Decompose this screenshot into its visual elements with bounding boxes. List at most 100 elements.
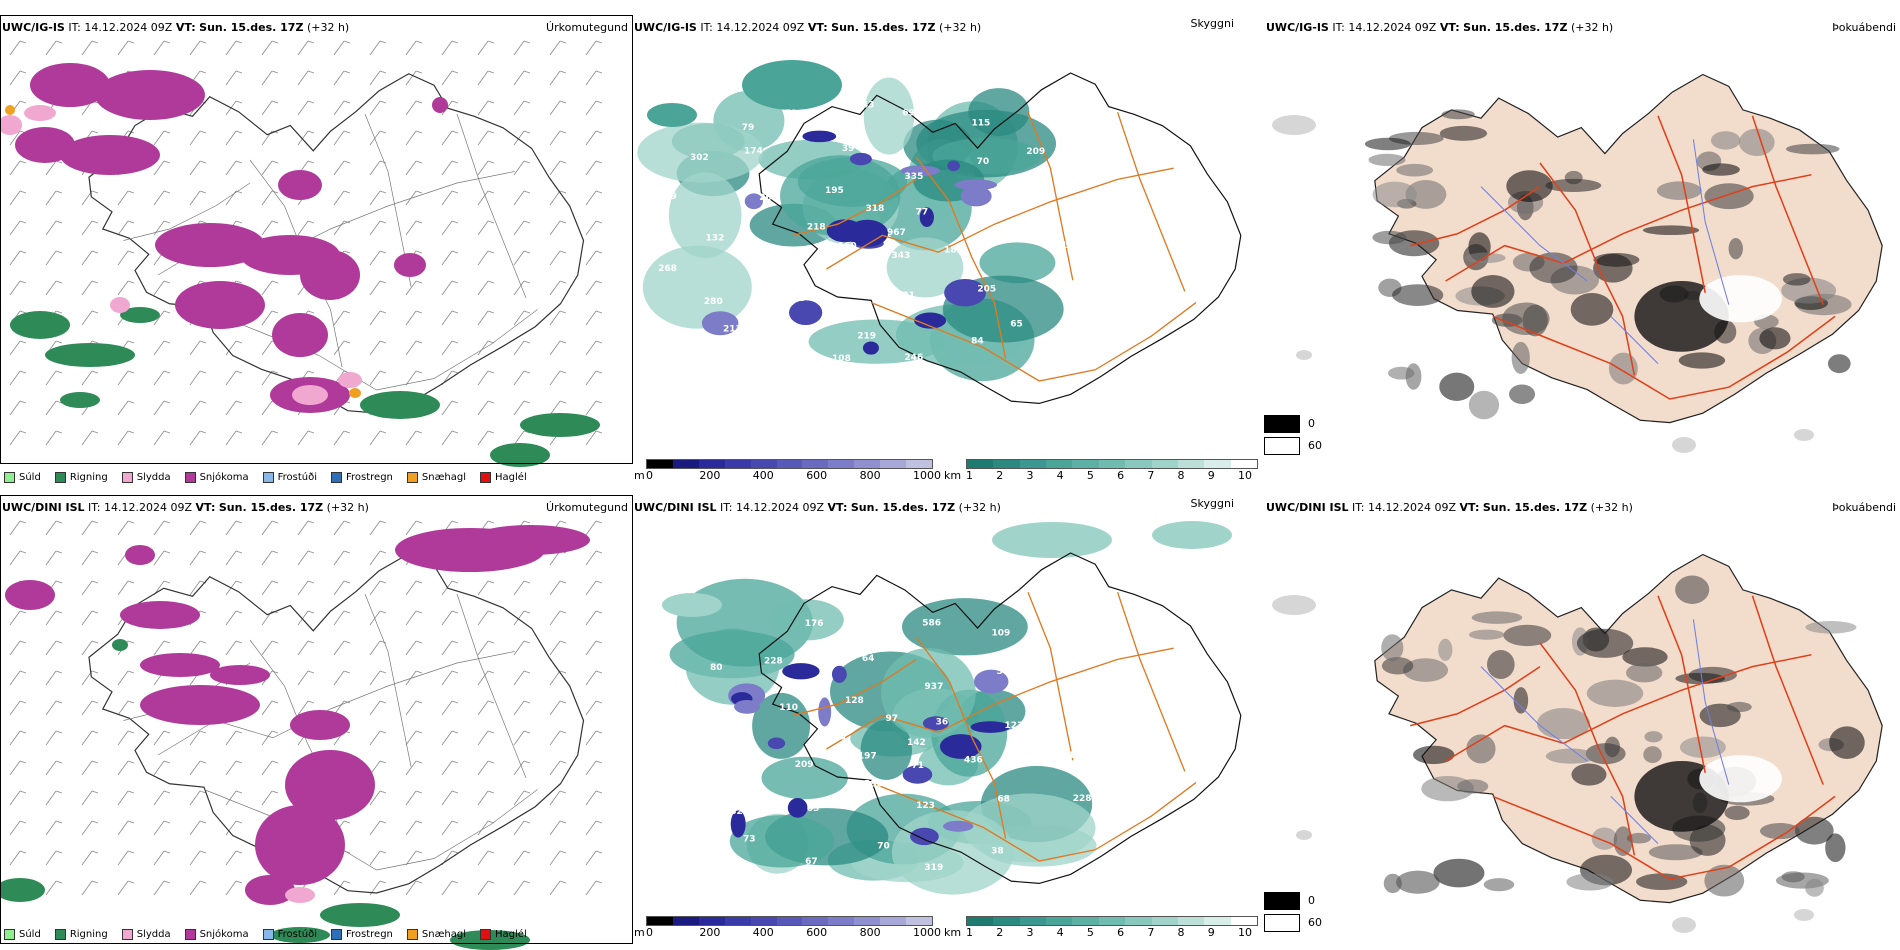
wind-barb-flag: [55, 580, 63, 584]
wind-barb: [585, 40, 597, 56]
fog-index-area: [1827, 354, 1851, 374]
wind-barb-flag: [595, 220, 603, 224]
wind-barb: [153, 520, 165, 536]
ceiling-value-label: 123: [1004, 721, 1023, 731]
colorbar-step: [1046, 917, 1073, 925]
ceiling-value-label: 69: [902, 108, 915, 118]
wind-barb-flag: [271, 40, 279, 44]
panel-header: UWC/IG-IS IT: 14.12.2024 09Z VT: Sun. 15…: [1266, 21, 1614, 34]
colorbar-unit: m: [634, 926, 645, 939]
wind-barb: [513, 820, 525, 836]
wind-barb-flag: [451, 310, 459, 314]
fog-index-area: [1395, 870, 1440, 894]
colorbar-step: [1177, 917, 1205, 925]
wind-barb: [9, 340, 21, 356]
wind-barb: [117, 400, 129, 416]
low-ceiling-area: [789, 300, 823, 326]
wind-barb-flag: [559, 760, 567, 764]
wind-barb: [45, 520, 57, 536]
fog-index-area: [1636, 873, 1688, 891]
ceiling-value-label: 108: [832, 354, 851, 364]
wind-barb-flag: [307, 550, 315, 554]
fog-legend-swatch-60: [1264, 437, 1300, 455]
colorbar-unit: m: [634, 469, 645, 482]
wind-barb: [585, 520, 597, 536]
ceiling-value-label: 245: [787, 294, 806, 304]
wind-barb-flag: [307, 370, 315, 374]
wind-barb: [585, 310, 597, 326]
wind-barb-flag: [91, 670, 99, 674]
fog-index-area: [1591, 827, 1618, 850]
visibility-map-bottom: 142 197 97 71 188 36 586 128 436 209 937 123 110 123 6…: [662, 521, 1242, 895]
wind-barb: [45, 280, 57, 296]
wind-barb: [405, 310, 417, 326]
low-ceiling-area: [902, 765, 933, 784]
wind-barb-flag: [379, 640, 387, 644]
fog-index-area: [1704, 183, 1754, 210]
low-ceiling-area: [970, 721, 1010, 733]
wind-barb-flag: [127, 190, 135, 194]
wind-barb-flag: [559, 400, 567, 404]
wind-barb: [549, 310, 561, 326]
road-line: [1410, 665, 1541, 727]
legend-label: Frostúði: [277, 929, 317, 940]
legend-label: Slydda: [136, 929, 171, 940]
wind-barb: [369, 190, 381, 206]
wind-barb-flag: [487, 880, 495, 884]
wind-barb: [117, 220, 129, 236]
wind-barb: [333, 430, 345, 446]
wind-barb: [45, 730, 57, 746]
road-line: [203, 789, 538, 871]
wind-barb-flag: [91, 700, 99, 704]
wind-barb: [441, 640, 453, 656]
wind-barb: [9, 130, 21, 146]
wind-barb: [333, 670, 345, 686]
wind-barb: [405, 760, 417, 776]
wind-barb: [441, 760, 453, 776]
ceiling-value-label: 39: [842, 144, 855, 154]
ceiling-value-label: 84: [971, 336, 984, 346]
wind-barb-flag: [91, 760, 99, 764]
road-line: [1116, 591, 1186, 772]
wind-barb-flag: [559, 700, 567, 704]
colorbar-step: [672, 460, 700, 468]
colorbar-step: [1072, 460, 1100, 468]
wind-barb-flag: [559, 370, 567, 374]
sleet-area: [338, 372, 362, 388]
wind-barb: [117, 370, 129, 386]
wind-barb: [549, 250, 561, 266]
fog-index-area: [1571, 763, 1607, 786]
wind-barb: [9, 730, 21, 746]
wind-barb: [369, 820, 381, 836]
wind-barb-flag: [595, 70, 603, 74]
fog-index-area: [1622, 647, 1668, 667]
fog-index-area: [1402, 658, 1449, 682]
wind-barb-flag: [235, 400, 243, 404]
visibility-panel-bottom: 142 197 97 71 188 36 586 128 436 209 937 123 110 123 6…: [632, 495, 1264, 950]
wind-barb: [513, 190, 525, 206]
wind-barb-flag: [163, 550, 171, 554]
wind-barb-flag: [91, 610, 99, 614]
wind-barb-flag: [487, 430, 495, 434]
wind-barb-flag: [307, 700, 315, 704]
legend-label: Súld: [19, 472, 41, 483]
wind-barb-flag: [91, 640, 99, 644]
wind-barb: [261, 700, 273, 716]
fog-index-area: [1829, 726, 1865, 759]
wind-barb-flag: [55, 730, 63, 734]
wind-barb: [369, 700, 381, 716]
fog-index-area: [1272, 115, 1316, 135]
wind-barb: [81, 610, 93, 626]
wind-barb: [585, 640, 597, 656]
fog-index-area: [1509, 384, 1536, 405]
wind-barb: [369, 520, 381, 536]
wind-barb-flag: [199, 880, 207, 884]
wind-barb-flag: [415, 610, 423, 614]
wind-barb-flag: [127, 40, 135, 44]
wind-barb-flag: [307, 610, 315, 614]
ceiling-value-label: 80: [710, 663, 723, 673]
ceiling-value-label: 209: [1026, 147, 1045, 157]
low-visibility-area: [742, 60, 842, 110]
wind-barb-flag: [595, 160, 603, 164]
wind-barb-flag: [523, 280, 531, 284]
